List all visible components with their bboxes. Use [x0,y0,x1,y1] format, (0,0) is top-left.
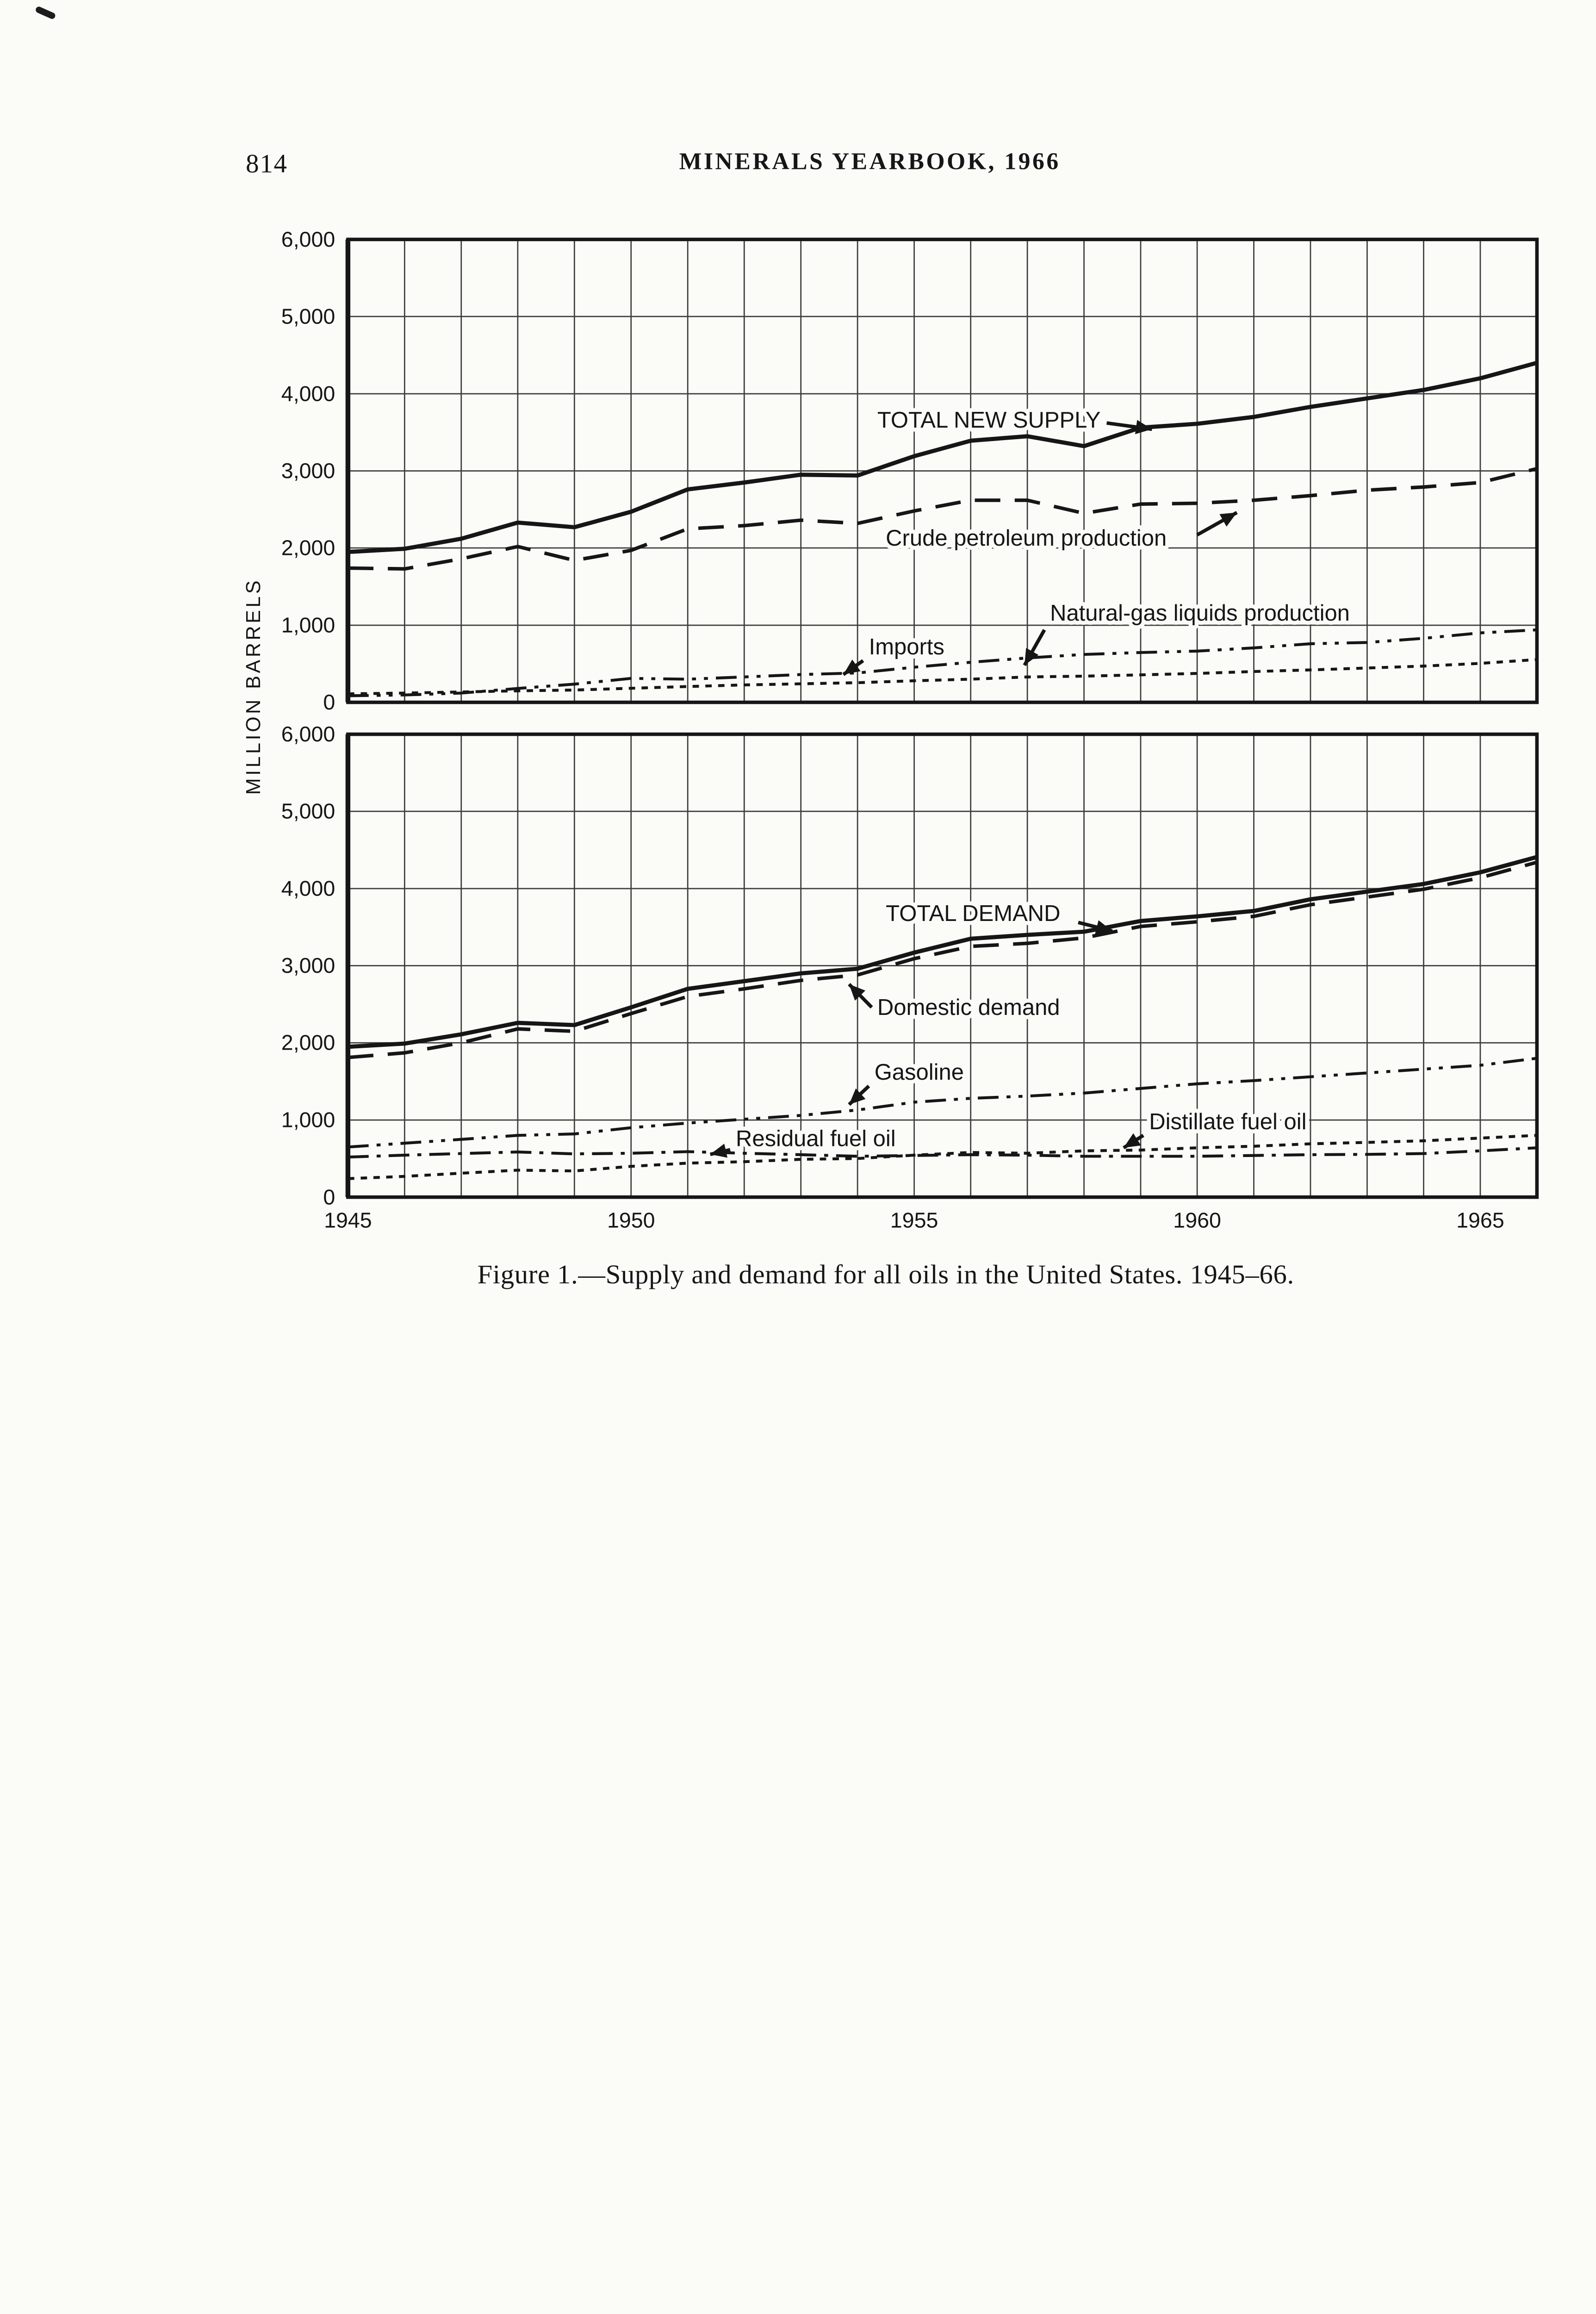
svg-text:1945: 1945 [324,1208,372,1232]
page-header: MINERALS YEARBOOK, 1966 [679,150,1061,176]
svg-text:Domestic demand: Domestic demand [877,995,1060,1020]
svg-text:Gasoline: Gasoline [875,1060,964,1085]
svg-text:5,000: 5,000 [281,799,335,823]
svg-text:0: 0 [323,690,335,714]
svg-text:6,000: 6,000 [281,722,335,746]
svg-text:1965: 1965 [1456,1208,1504,1232]
svg-text:2,000: 2,000 [281,1031,335,1055]
svg-text:TOTAL DEMAND: TOTAL DEMAND [886,901,1060,926]
svg-text:2,000: 2,000 [281,536,335,560]
svg-text:TOTAL NEW SUPPLY: TOTAL NEW SUPPLY [877,408,1101,433]
figure-caption: Figure 1.—Supply and demand for all oils… [477,1259,1294,1290]
svg-text:1950: 1950 [607,1208,655,1232]
svg-text:Imports: Imports [869,634,944,659]
svg-text:1960: 1960 [1173,1208,1221,1232]
svg-text:Residual fuel oil: Residual fuel oil [736,1126,896,1151]
svg-text:0: 0 [323,1185,335,1209]
svg-text:4,000: 4,000 [281,381,335,405]
svg-text:Natural-gas liquids production: Natural-gas liquids production [1050,601,1350,626]
svg-text:3,000: 3,000 [281,953,335,977]
svg-text:1955: 1955 [890,1208,938,1232]
svg-text:3,000: 3,000 [281,459,335,483]
svg-text:5,000: 5,000 [281,304,335,328]
svg-text:Crude petroleum production: Crude petroleum production [886,526,1167,551]
svg-text:6,000: 6,000 [281,227,335,251]
svg-text:1,000: 1,000 [281,1108,335,1132]
svg-text:4,000: 4,000 [281,877,335,901]
svg-text:1,000: 1,000 [281,613,335,637]
svg-text:Distillate fuel oil: Distillate fuel oil [1149,1109,1306,1134]
page-number: 814 [246,148,288,179]
